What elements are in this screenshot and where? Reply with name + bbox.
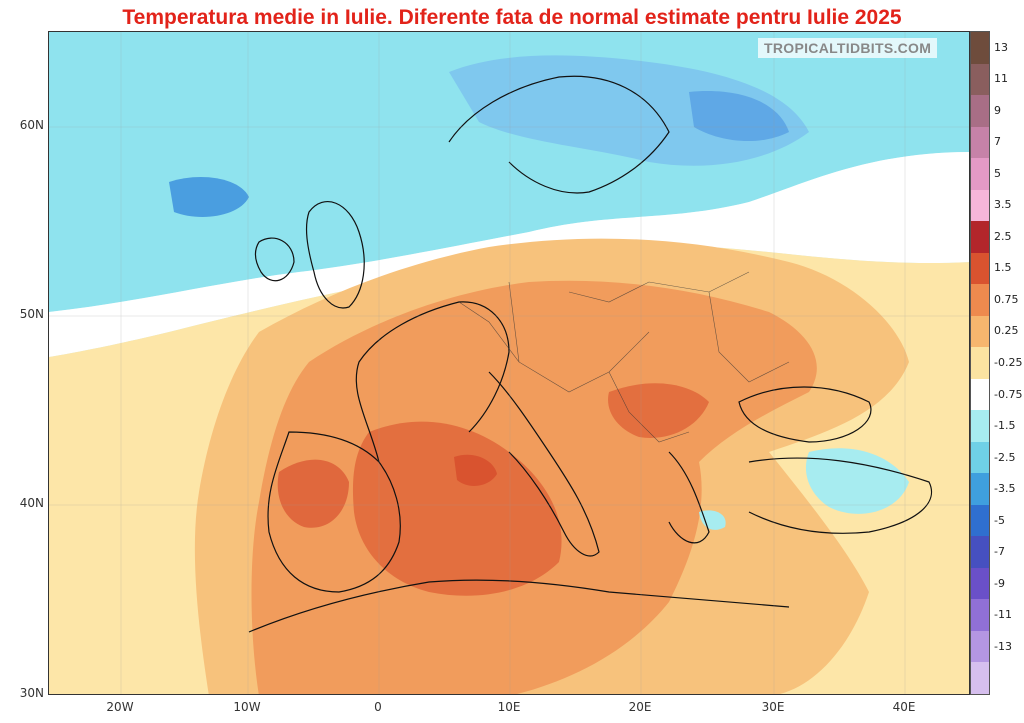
colorbar-swatch — [971, 126, 989, 159]
colorbar-label: -5 — [994, 513, 1005, 527]
colorbar-label: -3.5 — [994, 482, 1016, 496]
lon-label-10w: 10W — [233, 700, 261, 714]
coast-turkey — [748, 457, 933, 534]
colorbar-swatch — [971, 662, 989, 694]
colorbar-label: -7 — [994, 545, 1005, 559]
colorbar-label: 0.75 — [994, 292, 1019, 306]
colorbar-swatch — [971, 158, 989, 190]
lon-label-0: 0 — [374, 700, 382, 714]
colorbar-swatch — [971, 599, 989, 631]
colorbar-label: 11 — [994, 72, 1008, 86]
colorbar-label: -9 — [994, 576, 1005, 590]
colorbar-label: 0.25 — [994, 324, 1019, 338]
coast-iberia — [267, 431, 401, 593]
colorbar-swatch — [971, 378, 989, 411]
coast-greece — [668, 451, 710, 544]
border-1 — [508, 281, 650, 393]
lon-label-40e: 40E — [892, 700, 916, 714]
coast-britain — [305, 201, 365, 309]
colorbar-label: -1.5 — [994, 419, 1016, 433]
colorbar-swatch — [971, 315, 989, 348]
lon-label-30e: 30E — [761, 700, 785, 714]
colorbar-swatch — [971, 504, 989, 537]
colorbar-swatch — [971, 252, 989, 285]
colorbar-label: -0.25 — [994, 356, 1023, 369]
anomaly-field — [49, 32, 969, 694]
field-turkey-cool — [805, 448, 909, 514]
borders — [458, 271, 790, 443]
field-balkan-hot — [608, 383, 709, 438]
border-4 — [708, 291, 790, 383]
colorbar-swatch — [971, 284, 989, 316]
colorbar — [970, 31, 990, 695]
field-scandinavia-blue — [449, 55, 809, 166]
lat-label-60n: 60N — [19, 118, 44, 132]
coast-north-africa — [248, 579, 790, 633]
colorbar-swatch — [971, 63, 989, 96]
colorbar-label: 7 — [994, 135, 1001, 149]
field-baltic-blue — [689, 91, 789, 142]
coast-ireland — [254, 237, 295, 282]
field-aegean-cool — [699, 510, 726, 530]
colorbar-swatch — [971, 347, 989, 379]
colorbar-label: 5 — [994, 166, 1001, 180]
colorbar-label: 13 — [994, 40, 1008, 54]
colorbar-label: -11 — [994, 608, 1012, 622]
colorbar-swatch — [971, 473, 989, 505]
colorbar-swatch — [971, 410, 989, 442]
colorbar-swatch — [971, 189, 989, 222]
colorbar-swatch — [971, 630, 989, 663]
field-atlantic-blue — [169, 177, 249, 217]
lat-label-40n: 40N — [19, 496, 44, 510]
colorbar-swatch — [971, 441, 989, 474]
lat-label-50n: 50N — [19, 307, 44, 321]
graticule — [49, 32, 969, 694]
border-5 — [458, 301, 520, 363]
colorbar-swatch — [971, 536, 989, 568]
colorbar-label: -2.5 — [994, 450, 1016, 464]
border-2 — [568, 271, 750, 303]
colorbar-swatch — [971, 95, 989, 127]
field-hottest — [454, 454, 497, 486]
coast-black-sea — [738, 386, 872, 443]
colorbar-swatch — [971, 32, 989, 64]
lon-label-10e: 10E — [497, 700, 521, 714]
lon-label-20w: 20W — [106, 700, 134, 714]
lat-label-30n: 30N — [19, 686, 44, 700]
border-3 — [608, 371, 690, 443]
coast-france — [355, 301, 510, 463]
map-title: Temperatura medie in Iulie. Diferente fa… — [122, 6, 902, 29]
lon-label-20e: 20E — [628, 700, 652, 714]
colorbar-swatch — [971, 567, 989, 600]
coast-italy — [488, 371, 600, 557]
colorbar-label: 3.5 — [994, 198, 1012, 212]
temperature-anomaly-map — [48, 31, 970, 695]
colorbar-label: -13 — [994, 639, 1012, 653]
colorbar-label: 9 — [994, 103, 1001, 117]
colorbar-swatch — [971, 221, 989, 253]
colorbar-label: -0.75 — [994, 387, 1023, 401]
field-hot — [352, 421, 562, 596]
colorbar-label: 2.5 — [994, 229, 1012, 243]
colorbar-label: 1.5 — [994, 261, 1012, 275]
source-watermark: TROPICALTIDBITS.COM — [758, 38, 938, 58]
field-hot-spain — [277, 459, 349, 528]
